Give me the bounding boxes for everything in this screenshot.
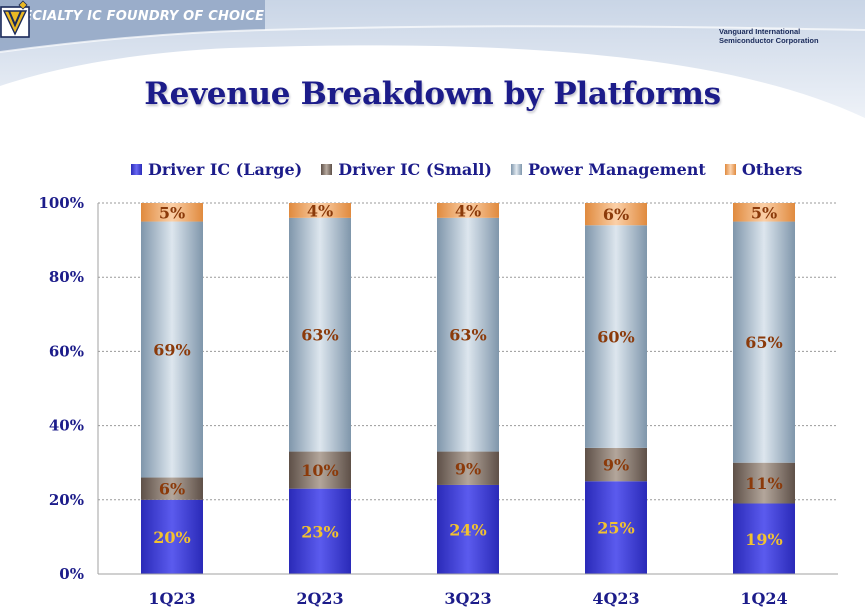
company-name-line2: Semiconductor Corporation — [719, 36, 819, 45]
data-label: 23% — [301, 522, 338, 541]
legend-item-others: Others — [724, 159, 803, 179]
y-tick-label: 100% — [38, 194, 84, 212]
data-label: 5% — [159, 203, 185, 222]
company-name-line1: Vanguard International — [719, 27, 801, 36]
x-tick-label: 1Q23 — [148, 589, 195, 608]
x-tick-label: 3Q23 — [444, 589, 491, 608]
legend-swatch-driver-ic-small — [321, 163, 333, 175]
data-label: 9% — [455, 459, 481, 478]
legend-label-power-management: Power Management — [528, 159, 706, 179]
y-tick-label: 0% — [59, 565, 84, 583]
data-label: 6% — [603, 205, 629, 224]
y-tick-label: 60% — [49, 342, 84, 360]
x-tick-label: 4Q23 — [592, 589, 639, 608]
x-tick-label: 1Q24 — [740, 589, 787, 608]
header-band: SPECIALTY IC FOUNDRY OF CHOICE Vanguard … — [0, 0, 865, 118]
company-name: Vanguard International Semiconductor Cor… — [719, 27, 819, 45]
bar-segment — [289, 217, 351, 452]
vis-triangle-logo-icon — [0, 0, 30, 38]
data-label: 25% — [597, 519, 634, 538]
data-label: 60% — [597, 328, 634, 347]
y-tick-label: 80% — [49, 268, 84, 286]
bar-segment — [585, 225, 647, 448]
bar-segment — [437, 451, 499, 485]
bar-segment — [141, 499, 203, 574]
y-tick-label: 20% — [49, 491, 84, 509]
bar-segment — [437, 484, 499, 574]
legend-label-others: Others — [741, 159, 803, 179]
data-label: 19% — [745, 530, 782, 549]
bar-segment — [289, 451, 351, 489]
bar-segment — [289, 203, 351, 218]
data-label: 4% — [455, 201, 481, 220]
legend-swatch-others — [724, 163, 736, 175]
data-label: 63% — [449, 326, 486, 345]
bar-segment — [733, 203, 795, 222]
data-label: 6% — [159, 480, 185, 499]
legend-item-driver-ic-small: Driver IC (Small) — [321, 160, 492, 179]
data-label: 5% — [751, 203, 777, 222]
data-label: 65% — [745, 333, 782, 352]
bar-segment — [437, 203, 499, 218]
x-tick-label: 2Q23 — [296, 589, 343, 608]
data-label: 9% — [603, 456, 629, 475]
y-tick-label: 40% — [49, 417, 84, 435]
bar-segment — [437, 217, 499, 452]
bar-segment — [141, 203, 203, 222]
data-label: 11% — [745, 474, 782, 493]
bar-segment — [585, 481, 647, 574]
data-label: 69% — [153, 341, 190, 360]
tagline: SPECIALTY IC FOUNDRY OF CHOICE — [4, 9, 265, 24]
bar-segment — [141, 477, 203, 500]
data-label: 20% — [153, 528, 190, 547]
data-label: 10% — [301, 461, 338, 480]
legend-swatch-driver-ic-large — [131, 163, 142, 175]
data-label: 63% — [301, 326, 338, 345]
bar-segment — [289, 488, 351, 574]
data-label: 4% — [307, 201, 333, 220]
data-label: 24% — [449, 520, 486, 539]
legend-item-driver-ic-large: Driver IC (Large) — [131, 160, 302, 179]
bar-segment — [733, 221, 795, 463]
bar-segment — [141, 221, 203, 478]
bar-segment — [733, 462, 795, 504]
legend-label-driver-ic-large: Driver IC (Large) — [148, 159, 303, 179]
chart-legend: Driver IC (Large) Driver IC (Small) Powe… — [131, 158, 802, 180]
bar-segment — [733, 503, 795, 574]
bar-segment — [585, 203, 647, 226]
legend-label-driver-ic-small: Driver IC (Small) — [338, 159, 492, 179]
legend-swatch-power-management — [511, 163, 522, 175]
bar-segment — [585, 447, 647, 482]
legend-item-power-management: Power Management — [511, 160, 706, 179]
chart-title: Revenue Breakdown by Platforms — [144, 76, 721, 112]
